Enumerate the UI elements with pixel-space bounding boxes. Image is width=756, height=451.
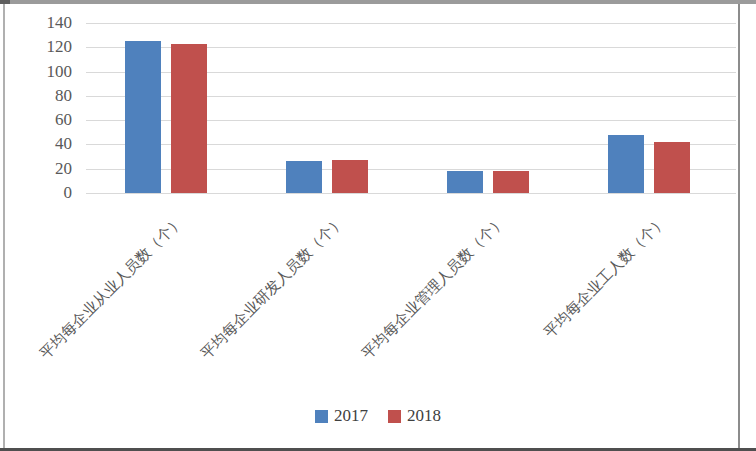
y-axis-tick-label: 0: [64, 183, 73, 203]
legend-label: 2017: [334, 406, 368, 426]
frame-top-left-corner: [0, 0, 10, 4]
legend-item-2018: 2018: [388, 406, 441, 426]
y-axis-tick-label: 80: [55, 85, 72, 105]
bar-2017-category-0: [125, 41, 161, 193]
bar-2018-category-3: [654, 142, 690, 193]
legend-swatch: [315, 410, 328, 423]
y-axis-tick-label: 60: [55, 110, 72, 130]
x-axis-label: 平均每企业管理人员数（个）: [358, 212, 509, 363]
legend-label: 2018: [407, 406, 441, 426]
x-axis-label: 平均每企业从业人员数（个）: [36, 212, 187, 363]
bar-2017-category-2: [447, 171, 483, 193]
chart-figure: 140 120 100 80 60 40 20 0 平均每企业从业人员数（个）平均每企业研发人…: [0, 0, 756, 451]
x-axis-label: 平均每企业研发人员数（个）: [197, 212, 348, 363]
legend: 2017 2018: [0, 404, 756, 428]
y-axis-tick-label: 100: [47, 61, 73, 81]
legend-swatch: [388, 410, 401, 423]
gridline: [86, 193, 736, 194]
y-axis-tick-label: 120: [47, 37, 73, 57]
bar-2017-category-3: [608, 135, 644, 193]
frame-left-border: [3, 4, 5, 448]
bar-2017-category-1: [286, 161, 322, 193]
frame-top-border: [0, 0, 756, 4]
bar-2018-category-1: [332, 160, 368, 193]
bar-2018-category-0: [171, 44, 207, 193]
bar-2018-category-2: [493, 171, 529, 193]
legend-item-2017: 2017: [315, 406, 368, 426]
y-axis-tick-label: 20: [55, 158, 72, 178]
frame-right-border: [738, 4, 740, 448]
y-axis-tick-label: 140: [47, 13, 73, 33]
x-axis-label: 平均每企业工人数（个）: [540, 212, 670, 342]
plot-area: [86, 23, 736, 193]
y-axis-tick-label: 40: [55, 134, 72, 154]
